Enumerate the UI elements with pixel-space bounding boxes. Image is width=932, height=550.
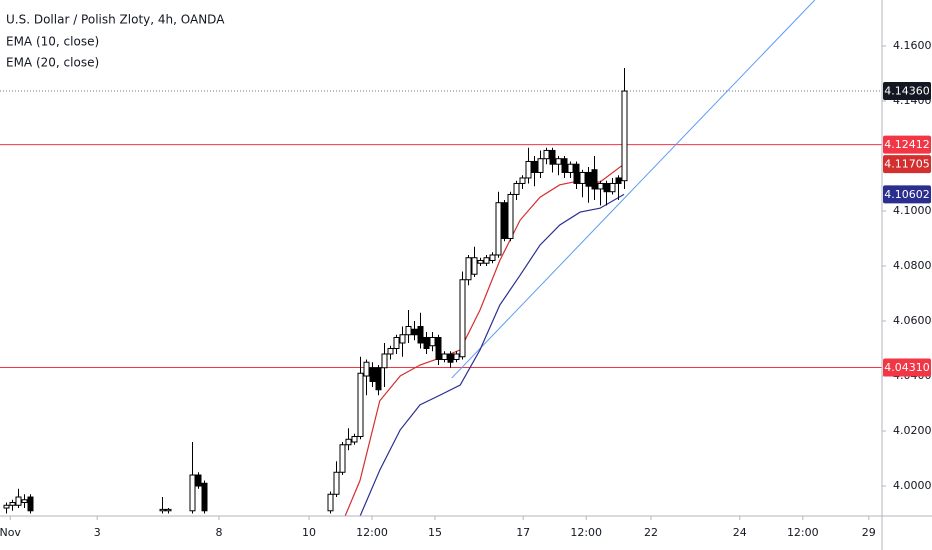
x-tick-label: 10 bbox=[302, 526, 316, 539]
candle-body bbox=[381, 353, 388, 369]
candle-body bbox=[369, 367, 376, 382]
candle-body bbox=[483, 257, 490, 264]
candle-body bbox=[453, 353, 460, 360]
price-badge bbox=[883, 135, 931, 154]
candle-body bbox=[435, 336, 442, 360]
candle-body bbox=[21, 499, 28, 504]
y-tick-label: 4.02000 bbox=[893, 424, 932, 437]
candle-body bbox=[333, 471, 340, 495]
candle-body bbox=[423, 336, 430, 349]
candle-body bbox=[543, 149, 550, 160]
price-badge-label: 4.10602 bbox=[884, 188, 930, 201]
candle-body bbox=[363, 361, 370, 377]
candle-body bbox=[501, 202, 508, 239]
x-tick-label: Nov bbox=[0, 526, 21, 539]
candle-body bbox=[471, 257, 478, 275]
x-tick-label: 12:00 bbox=[570, 526, 602, 539]
candle-body bbox=[159, 508, 166, 512]
candle-body bbox=[459, 279, 466, 358]
candle-body bbox=[393, 336, 400, 349]
x-tick-label: 15 bbox=[428, 526, 442, 539]
y-tick-label: 4.06000 bbox=[893, 314, 932, 327]
candle-body bbox=[555, 158, 562, 165]
candle-body bbox=[399, 334, 406, 344]
candle-body bbox=[621, 90, 628, 182]
x-tick-label: 12:00 bbox=[787, 526, 819, 539]
candle-body bbox=[537, 158, 544, 173]
axes: 4.000004.020004.040004.060004.080004.100… bbox=[0, 39, 932, 539]
x-tick-label: 8 bbox=[216, 526, 223, 539]
candle-body bbox=[567, 163, 574, 173]
legend: U.S. Dollar / Polish Zloty, 4h, OANDA EM… bbox=[6, 13, 225, 70]
price-badge-label: 4.14360 bbox=[884, 85, 930, 98]
candle-body bbox=[615, 177, 622, 184]
x-tick-label: 22 bbox=[644, 526, 658, 539]
candle-body bbox=[9, 502, 16, 506]
x-tick-label: 17 bbox=[516, 526, 530, 539]
candle-body bbox=[189, 474, 196, 512]
candle-body bbox=[165, 508, 172, 512]
price-badge bbox=[883, 358, 931, 377]
candle-body bbox=[195, 474, 202, 487]
candle-body bbox=[387, 347, 394, 355]
candle-body bbox=[609, 182, 616, 193]
chart-title: U.S. Dollar / Polish Zloty, 4h, OANDA bbox=[6, 13, 225, 27]
plot-area bbox=[0, 0, 882, 516]
candle-body bbox=[411, 328, 418, 336]
candle-body bbox=[201, 482, 208, 512]
ema-line bbox=[359, 193, 625, 516]
candle-body bbox=[417, 325, 424, 344]
price-badge bbox=[883, 155, 931, 174]
x-tick-label: 12:00 bbox=[356, 526, 388, 539]
candle-body bbox=[339, 444, 346, 473]
candle-body bbox=[327, 493, 334, 512]
candle-body bbox=[345, 438, 352, 446]
candle-body bbox=[441, 353, 448, 360]
candle-body bbox=[15, 496, 22, 506]
candle-body bbox=[489, 254, 496, 261]
price-badge-label: 4.12412 bbox=[884, 138, 930, 151]
legend-entry: EMA (20, close) bbox=[6, 56, 99, 70]
candle-body bbox=[375, 367, 382, 391]
ema-line bbox=[344, 163, 625, 516]
candle-body bbox=[27, 496, 34, 512]
candle-body bbox=[549, 149, 556, 165]
candle-body bbox=[429, 336, 436, 347]
price-badge-label: 4.11705 bbox=[884, 158, 930, 171]
candle-body bbox=[507, 193, 514, 239]
candle-body bbox=[585, 171, 592, 187]
candle-body bbox=[591, 169, 598, 190]
candle-body bbox=[513, 182, 520, 195]
x-tick-label: 24 bbox=[733, 526, 747, 539]
candle-body bbox=[603, 182, 610, 193]
candle-body bbox=[519, 177, 526, 184]
price-badge bbox=[883, 185, 931, 204]
y-tick-label: 4.16000 bbox=[893, 39, 932, 52]
candle-body bbox=[495, 202, 502, 256]
candle-body bbox=[597, 182, 604, 190]
candle-body bbox=[3, 504, 10, 509]
candle-body bbox=[531, 160, 538, 173]
price-badge-label: 4.04310 bbox=[884, 361, 930, 374]
candle-body bbox=[405, 325, 412, 336]
y-tick-label: 4.08000 bbox=[893, 259, 932, 272]
price-badge bbox=[883, 82, 931, 101]
y-tick-label: 4.00000 bbox=[893, 479, 932, 492]
trend-line bbox=[451, 0, 816, 379]
candle-body bbox=[525, 160, 532, 179]
y-tick-label: 4.10000 bbox=[893, 204, 932, 217]
legend-entry: EMA (10, close) bbox=[6, 35, 99, 49]
candle-body bbox=[447, 353, 454, 363]
x-tick-label: 29 bbox=[862, 526, 876, 539]
x-tick-label: 3 bbox=[94, 526, 101, 539]
candle-body bbox=[477, 259, 484, 264]
candle-body bbox=[579, 171, 586, 184]
candle-body bbox=[561, 158, 568, 173]
candle-body bbox=[465, 257, 472, 281]
candle-body bbox=[573, 163, 580, 184]
candle-body bbox=[351, 436, 358, 443]
candle-body bbox=[357, 372, 364, 438]
